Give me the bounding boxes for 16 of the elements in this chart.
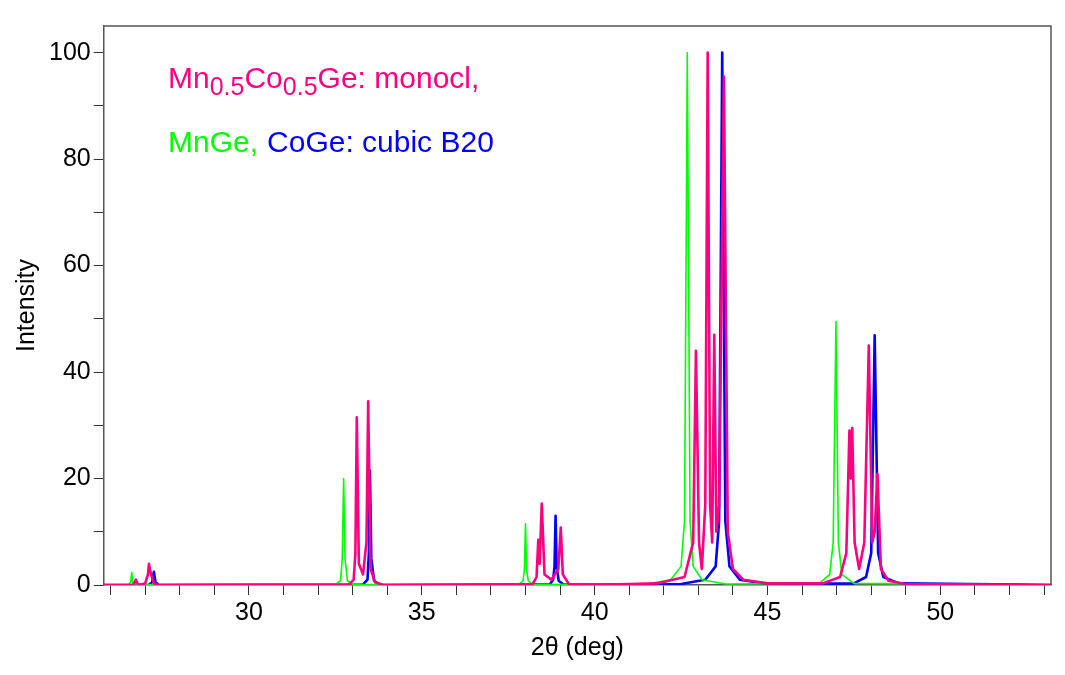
text: MnGe, bbox=[168, 124, 259, 160]
x-tick-label: 45 bbox=[753, 596, 782, 625]
y-tick-label: 100 bbox=[48, 36, 91, 65]
x-tick-label: 35 bbox=[407, 596, 436, 625]
y-tick-label: 80 bbox=[62, 142, 91, 171]
y-tick-label: 60 bbox=[62, 249, 91, 278]
x-tick-label: 30 bbox=[235, 596, 263, 625]
y-axis-title: Intensity bbox=[10, 258, 39, 353]
x-axis-title: 2θ (deg) bbox=[530, 631, 624, 660]
y-tick-label: 0 bbox=[76, 568, 91, 597]
y-tick-label: 20 bbox=[62, 462, 91, 491]
x-tick-label: 40 bbox=[580, 596, 609, 625]
text: Mn$_{0.5}$Co$_{0.5}$Ge: monocl, bbox=[168, 60, 480, 102]
text: CoGe: cubic B20 bbox=[267, 124, 494, 160]
y-tick-label: 40 bbox=[62, 355, 91, 384]
x-tick-label: 50 bbox=[926, 596, 955, 625]
